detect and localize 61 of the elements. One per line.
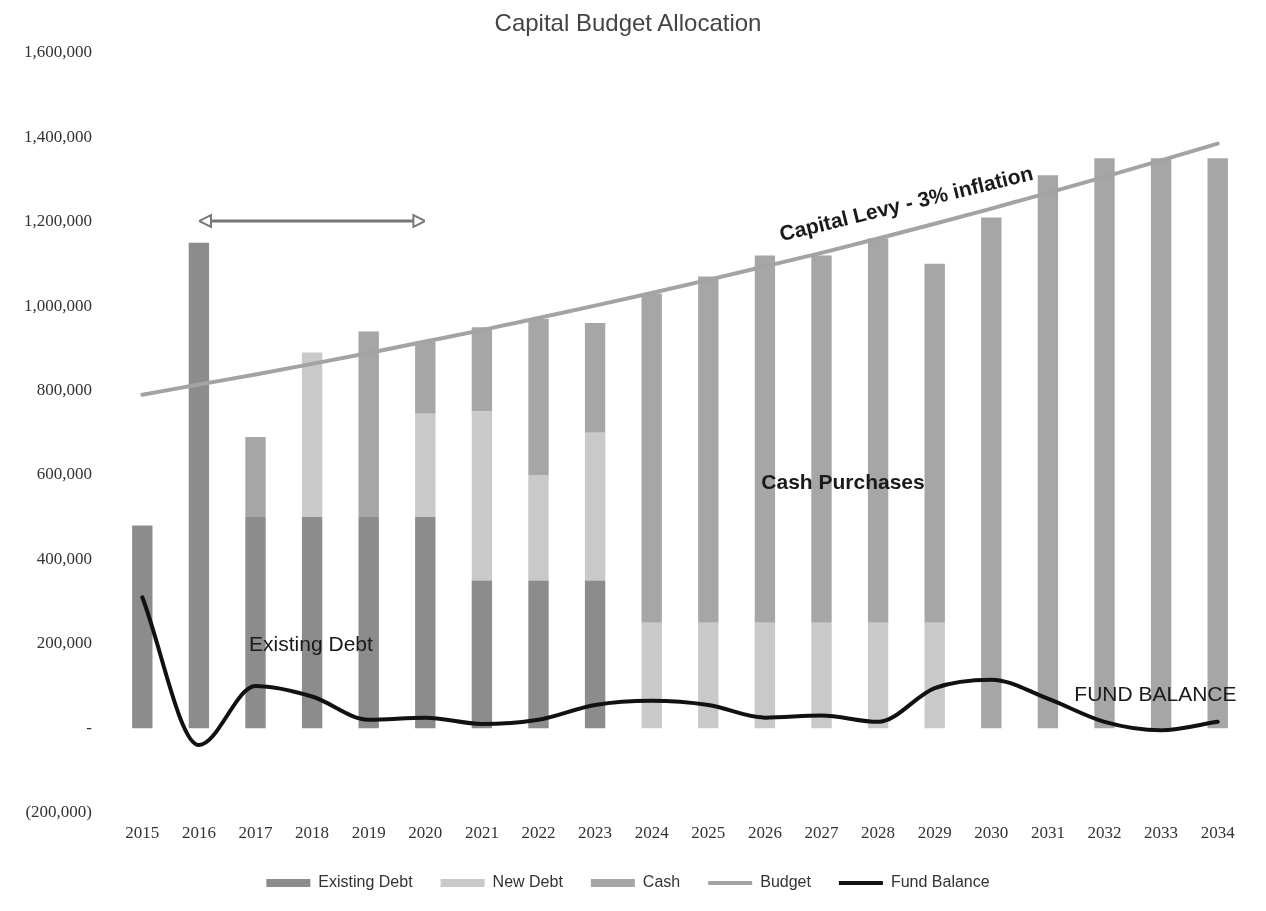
x-tick-label: 2019 xyxy=(351,823,386,843)
bar xyxy=(132,525,153,729)
x-tick-label: 2024 xyxy=(634,823,670,843)
bar xyxy=(528,580,549,729)
x-tick-label: 2016 xyxy=(181,823,216,843)
bar xyxy=(811,622,832,729)
bar xyxy=(584,432,606,581)
y-tick-label: 800,000 xyxy=(36,379,92,399)
y-tick-label: 400,000 xyxy=(36,548,92,568)
y-tick-label: 600,000 xyxy=(36,464,92,484)
x-tick-label: 2015 xyxy=(125,823,160,843)
chart-title: Capital Budget Allocation xyxy=(494,9,762,37)
annotation: Existing Debt xyxy=(249,632,373,656)
x-tick-label: 2031 xyxy=(1030,823,1065,843)
x-tick-label: 2034 xyxy=(1200,823,1236,843)
x-tick-label: 2018 xyxy=(295,823,330,843)
bar xyxy=(924,263,945,623)
x-tick-label: 2030 xyxy=(974,823,1009,843)
x-tick-label: 2022 xyxy=(521,823,556,843)
legend-label: Cash xyxy=(642,873,681,891)
bar xyxy=(981,217,1002,729)
annotation: FUND BALANCE xyxy=(1074,681,1237,705)
bar xyxy=(245,436,266,518)
x-tick-label: 2020 xyxy=(408,823,443,843)
bar xyxy=(188,242,210,729)
bar xyxy=(584,580,606,729)
x-tick-label: 2033 xyxy=(1144,823,1179,843)
x-tick-label: 2023 xyxy=(578,823,613,843)
y-tick-label: 1,000,000 xyxy=(24,295,92,315)
y-tick-label: 1,600,000 xyxy=(24,42,92,62)
y-tick-label: - xyxy=(86,717,93,737)
y-tick-label: 1,200,000 xyxy=(24,211,92,231)
x-tick-label: 2027 xyxy=(804,823,839,843)
legend-label: Fund Balance xyxy=(890,873,990,891)
x-tick-label: 2021 xyxy=(464,823,499,843)
bar xyxy=(301,352,323,518)
bar xyxy=(641,622,662,729)
x-tick-label: 2025 xyxy=(691,823,726,843)
legend-label: New Debt xyxy=(492,873,564,891)
bar xyxy=(471,411,493,581)
bar xyxy=(415,413,436,518)
y-tick-label: 1,400,000 xyxy=(24,126,92,146)
y-tick-label: (200,000) xyxy=(25,802,92,822)
x-tick-label: 2032 xyxy=(1087,823,1122,843)
bar xyxy=(584,322,606,433)
bar xyxy=(867,622,889,729)
bar xyxy=(471,580,493,729)
annotation: Capital Levy - 3% inflation xyxy=(776,161,1036,246)
bar xyxy=(924,622,945,729)
bar xyxy=(415,517,436,729)
legend-label: Existing Debt xyxy=(318,873,414,891)
y-tick-label: 200,000 xyxy=(36,633,92,653)
x-tick-label: 2029 xyxy=(917,823,952,843)
bar xyxy=(754,622,776,729)
bar xyxy=(528,474,549,581)
bar xyxy=(698,622,719,729)
x-tick-label: 2017 xyxy=(238,823,273,843)
legend-label: Budget xyxy=(760,873,812,891)
annotation: Cash Purchases xyxy=(761,469,925,493)
x-tick-label: 2026 xyxy=(747,823,782,843)
x-tick-label: 2028 xyxy=(861,823,896,843)
